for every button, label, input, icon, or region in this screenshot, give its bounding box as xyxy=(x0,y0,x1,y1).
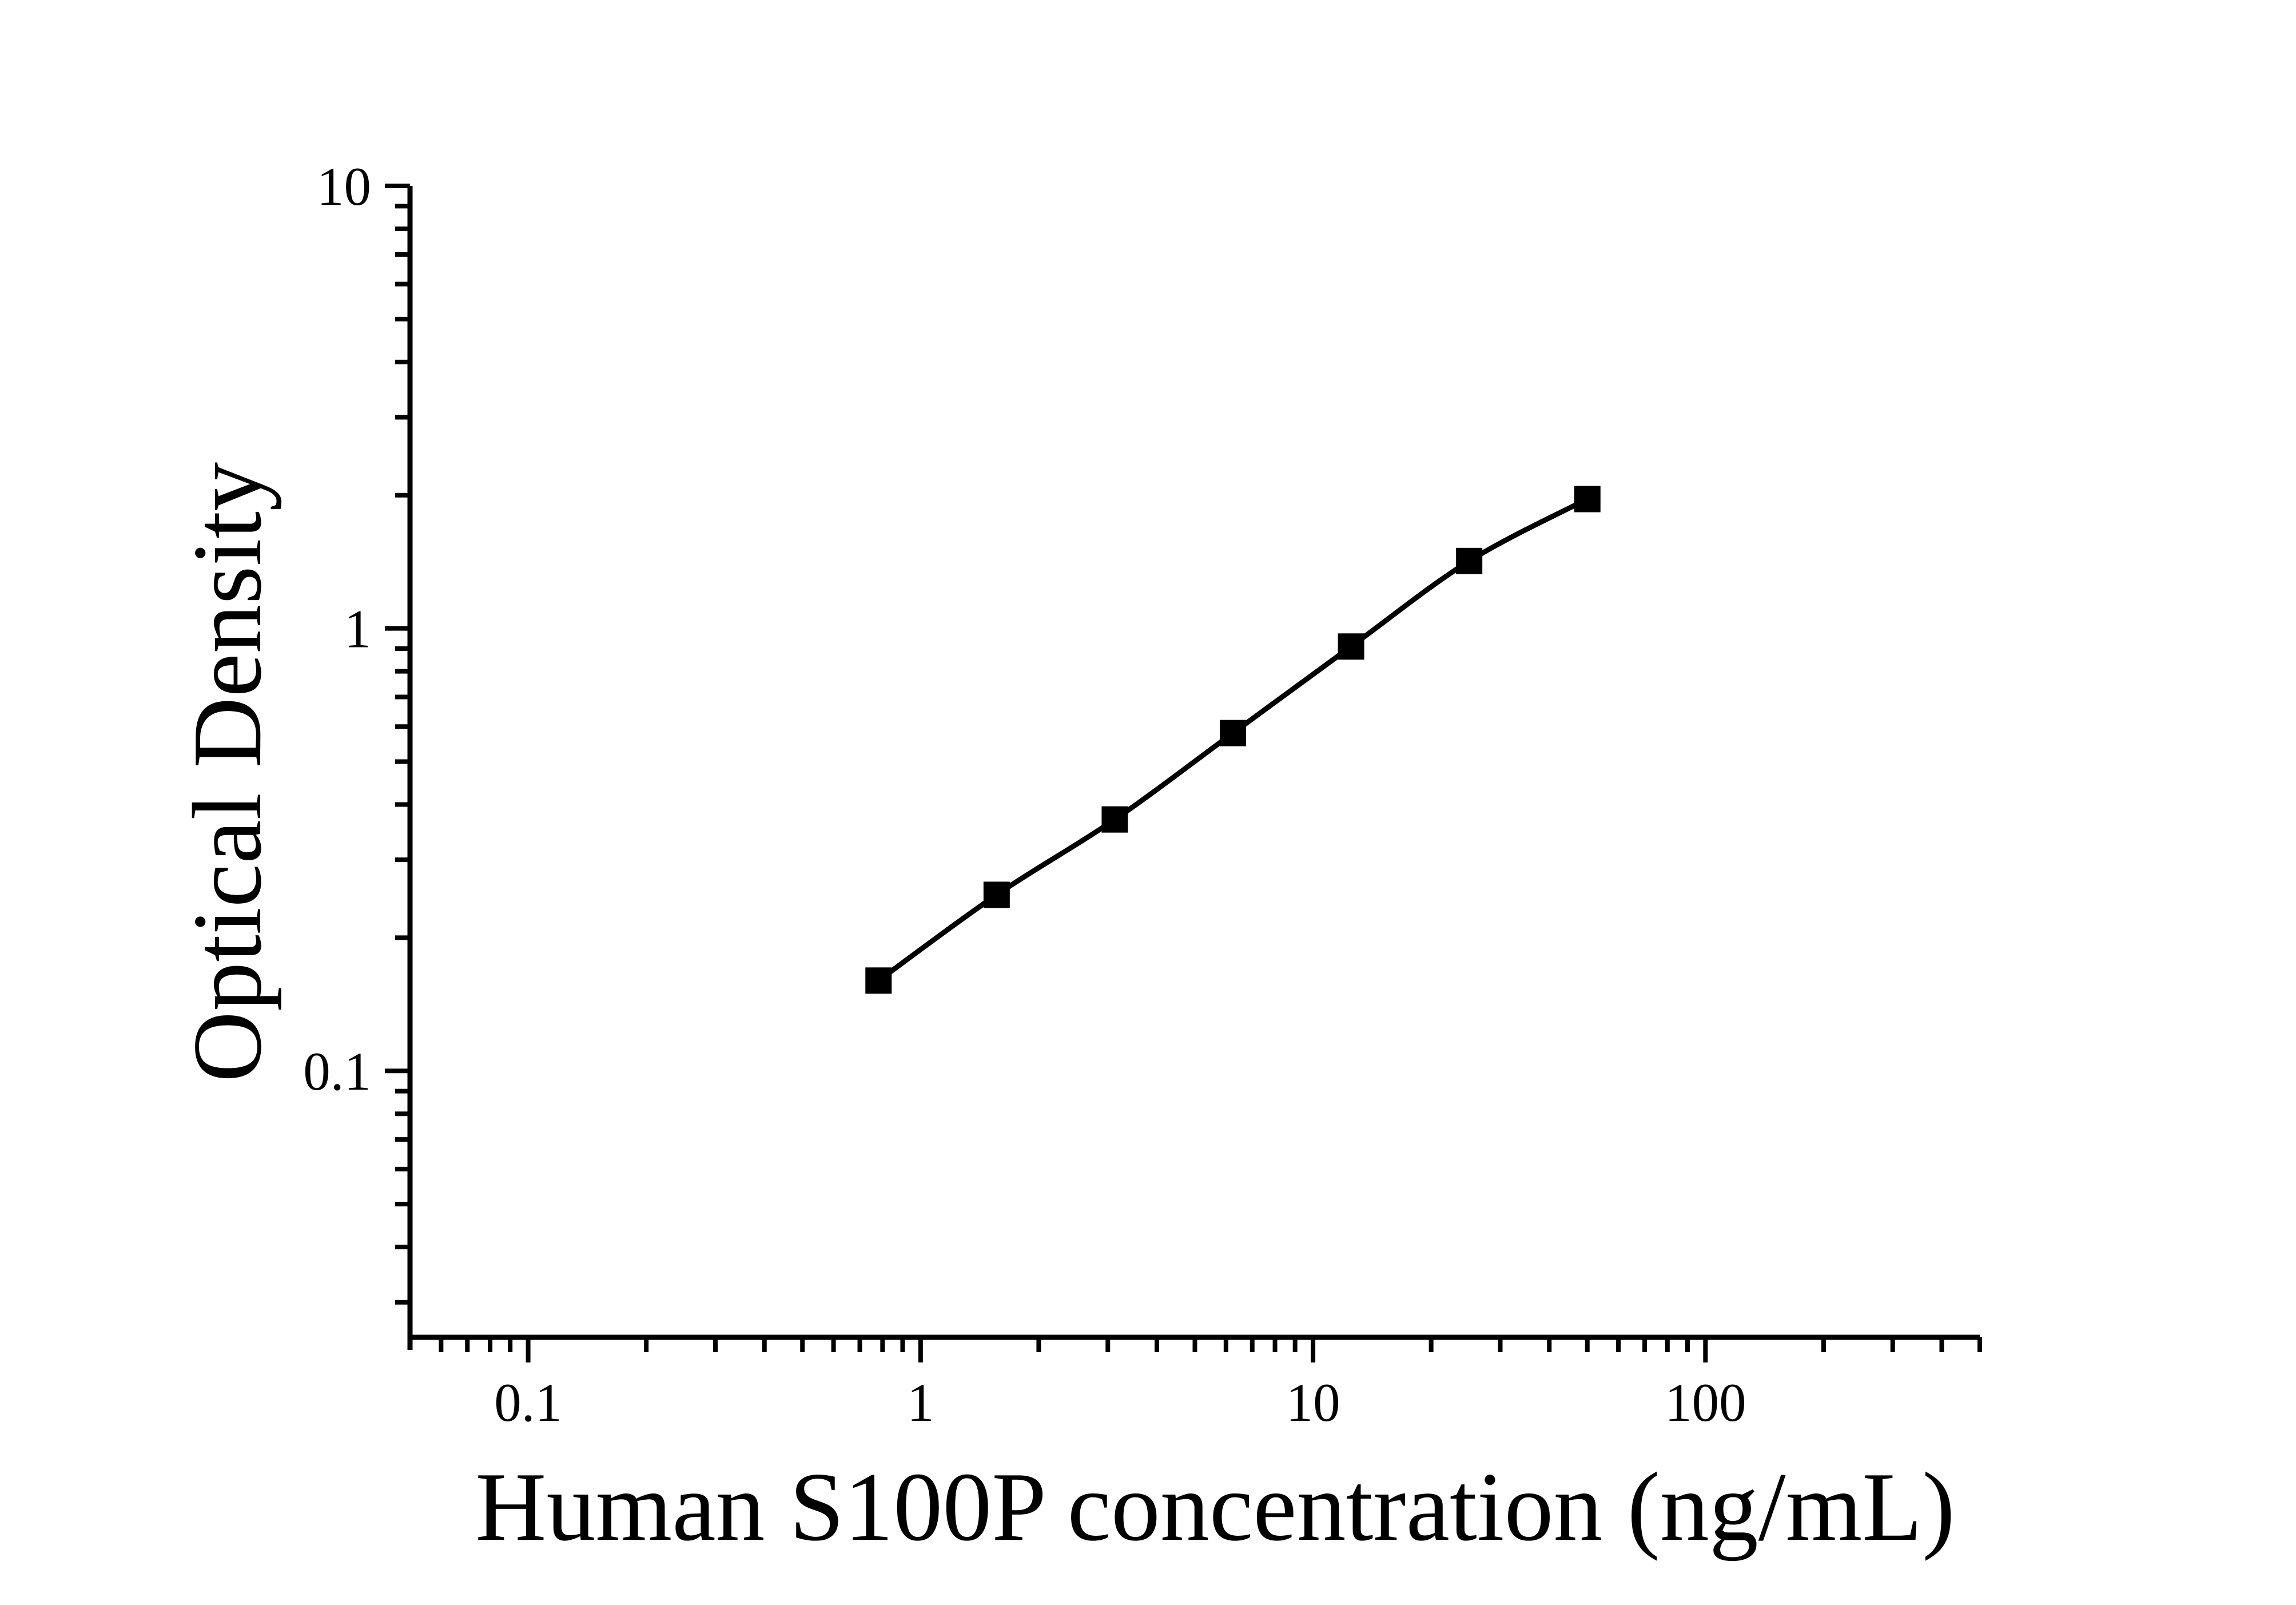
x-axis xyxy=(407,1334,1982,1362)
plot-area: 0.1 1 10 0.1 1 10 100 xyxy=(303,156,1982,1433)
x-tick-label: 10 xyxy=(1286,1372,1340,1433)
data-point-marker xyxy=(1338,633,1364,660)
x-tick-label: 100 xyxy=(1665,1372,1746,1433)
data-series xyxy=(865,486,1601,994)
y-axis xyxy=(385,184,413,1350)
data-point-marker xyxy=(983,881,1010,908)
data-point-marker xyxy=(1456,547,1483,574)
x-tick-label: 0.1 xyxy=(494,1372,562,1433)
y-tick-label: 10 xyxy=(317,156,371,217)
x-tick-label: 1 xyxy=(907,1372,934,1433)
x-axis-title: Human S100P concentration (ng/mL) xyxy=(475,1453,1955,1562)
data-point-marker xyxy=(1101,806,1128,833)
y-axis-title: Optical Density xyxy=(173,462,282,1082)
x-axis-tick-labels: 0.1 1 10 100 xyxy=(494,1372,1746,1433)
y-axis-tick-labels: 0.1 1 10 xyxy=(303,156,371,1102)
data-point-marker xyxy=(1574,486,1601,513)
y-tick-label: 0.1 xyxy=(303,1041,371,1102)
data-point-marker xyxy=(865,967,892,994)
data-point-marker xyxy=(1220,720,1247,746)
y-tick-label: 1 xyxy=(344,599,372,660)
